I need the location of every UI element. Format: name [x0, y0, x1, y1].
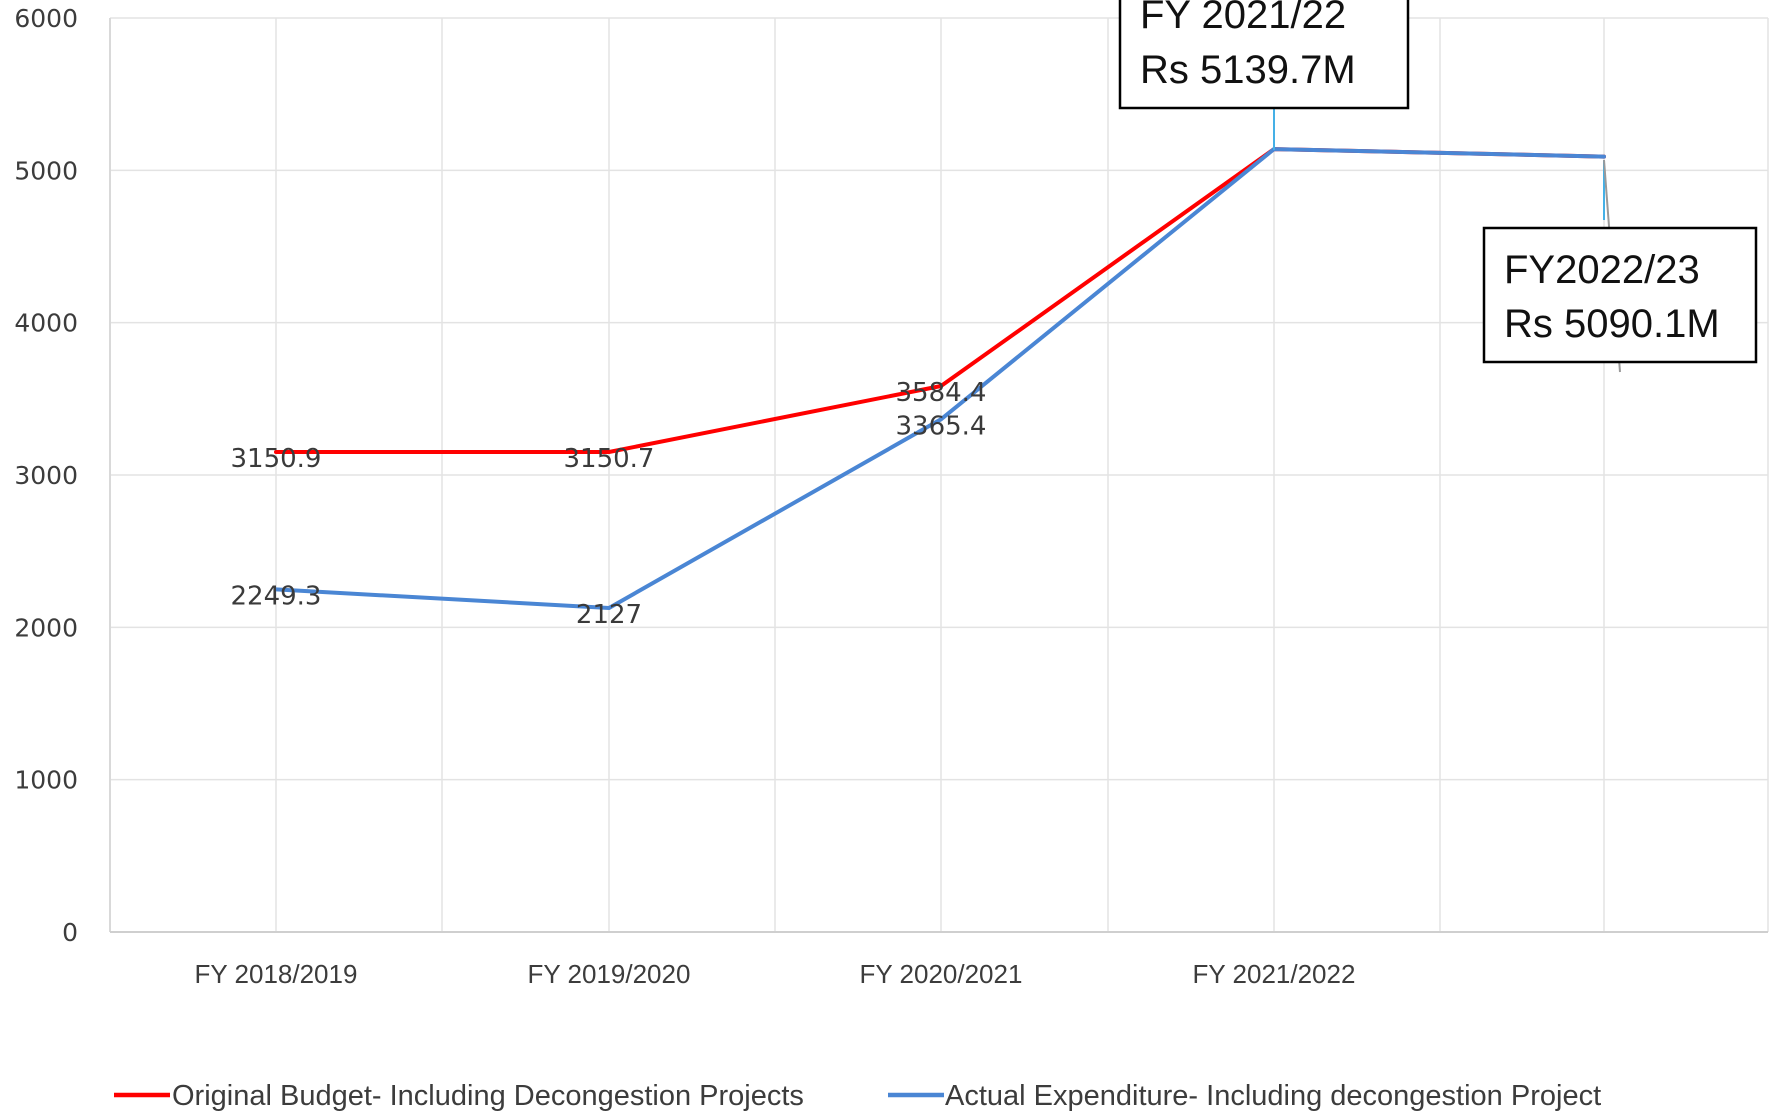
callouts: FY 2021/22 Rs 5139.7M FY2022/23 Rs 5090.1M	[1118, 0, 1758, 373]
callout-box	[1482, 226, 1758, 364]
data-label: 3150.9	[231, 444, 322, 474]
y-tick-label: 5000	[14, 156, 78, 185]
x-tick-label: FY 2018/2019	[195, 959, 358, 989]
data-labels: 3150.9 3150.7 3584.4 2249.3 2127 3365.4	[231, 378, 987, 630]
y-tick-label: 3000	[14, 461, 78, 490]
x-tick-label: FY 2019/2020	[528, 959, 691, 989]
y-tick-label: 6000	[14, 4, 78, 33]
callout-text: FY 2021/22	[1140, 0, 1346, 37]
x-axis: FY 2018/2019 FY 2019/2020 FY 2020/2021 FY 2…	[110, 931, 1768, 989]
legend-label: Original Budget- Including Decongestion …	[172, 1080, 804, 1111]
y-tick-label: 4000	[14, 309, 78, 338]
x-tick-label: FY 2020/2021	[860, 959, 1023, 989]
data-label: 3365.4	[896, 411, 987, 441]
y-tick-label: 0	[62, 918, 78, 947]
x-tick-label: FY 2021/2022	[1193, 959, 1356, 989]
data-label: 2249.3	[231, 581, 322, 611]
callout-text: FY2022/23	[1504, 248, 1700, 292]
callout-text: Rs 5090.1M	[1504, 302, 1720, 346]
legend-label: Actual Expenditure- Including decongesti…	[945, 1080, 1601, 1111]
y-tick-label: 1000	[14, 766, 78, 795]
callout-text: Rs 5139.7M	[1140, 48, 1356, 92]
data-label: 3584.4	[896, 378, 987, 408]
y-axis: 0 1000 2000 3000 4000 5000 6000	[14, 4, 111, 947]
y-tick-label: 2000	[14, 613, 78, 642]
callout-box	[1118, 0, 1410, 110]
data-label: 2127	[576, 600, 642, 630]
legend: Original Budget- Including Decongestion …	[114, 1080, 1601, 1111]
data-label: 3150.7	[564, 444, 655, 474]
